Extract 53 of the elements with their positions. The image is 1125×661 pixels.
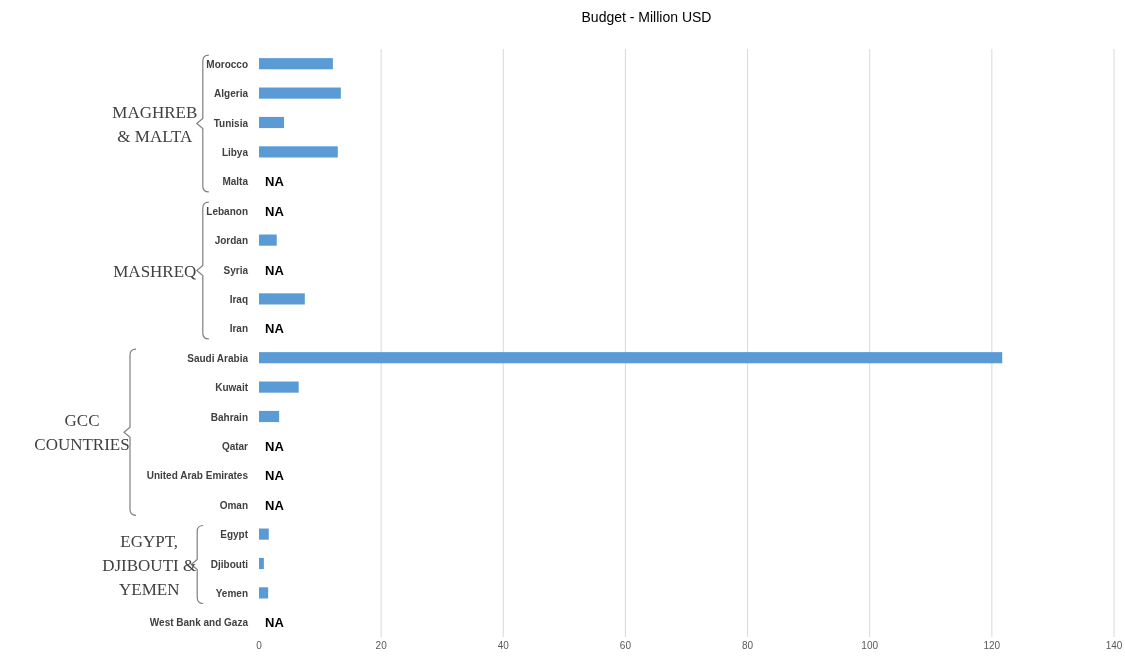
- bar: [259, 410, 280, 423]
- bar: [259, 557, 264, 570]
- y-tick-label: Djibouti: [210, 558, 249, 570]
- text: NA: [265, 262, 284, 278]
- bar: [259, 293, 305, 305]
- y-tick-label: Malta: [222, 176, 249, 188]
- bar: [259, 58, 333, 70]
- y-tick-label: Iran: [229, 323, 248, 335]
- y-tick-label: Syria: [223, 264, 249, 276]
- x-tick-label: 20: [375, 640, 388, 651]
- text: NA: [265, 468, 284, 484]
- text: GCC COUNTRIES: [34, 411, 130, 455]
- text: MAGHREB & MALTA: [112, 102, 198, 146]
- text: NA: [265, 497, 284, 513]
- x-tick-label: 80: [742, 640, 754, 651]
- text: NA: [265, 438, 284, 454]
- x-tick-label: 120: [983, 640, 1001, 651]
- x-tick-label: 0: [256, 640, 263, 651]
- text: NA: [265, 203, 284, 219]
- text: MASHREQ: [113, 261, 197, 281]
- y-tick-label: Iraq: [229, 293, 248, 305]
- text: NA: [265, 615, 284, 631]
- bar: [259, 146, 338, 158]
- bar: [259, 587, 269, 599]
- text: EGYPT, DJIBOUTI & YEMEN: [102, 531, 197, 599]
- y-tick-label: Algeria: [214, 88, 249, 100]
- y-tick-label: United Arab Emirates: [146, 470, 249, 482]
- y-tick-label: Qatar: [221, 440, 249, 452]
- bar: [259, 381, 299, 393]
- bar: [259, 352, 1003, 364]
- y-tick-label: Lebanon: [206, 205, 248, 217]
- y-tick-label: Tunisia: [213, 117, 249, 129]
- x-tick-label: 100: [861, 640, 879, 651]
- y-tick-label: Libya: [221, 146, 249, 158]
- y-tick-label: Jordan: [214, 235, 248, 247]
- y-tick-label: Egypt: [220, 529, 249, 541]
- chart-title: Budget - Million USD: [581, 9, 712, 25]
- bar: [259, 87, 341, 99]
- text: NA: [265, 174, 284, 190]
- text: NA: [265, 321, 284, 337]
- bar: [259, 528, 269, 540]
- y-tick-label: Saudi Arabia: [187, 352, 249, 364]
- y-tick-label: Yemen: [215, 587, 248, 599]
- y-tick-label: Oman: [219, 499, 248, 511]
- y-tick-label: Bahrain: [210, 411, 248, 423]
- y-tick-label: West Bank and Gaza: [149, 617, 249, 629]
- bar: [259, 116, 285, 129]
- x-tick-label: 40: [497, 640, 510, 651]
- bar: [259, 234, 277, 246]
- x-tick-label: 140: [1105, 640, 1123, 651]
- y-tick-label: Morocco: [206, 58, 248, 70]
- x-tick-label: 60: [619, 640, 632, 651]
- y-tick-label: Kuwait: [215, 382, 249, 394]
